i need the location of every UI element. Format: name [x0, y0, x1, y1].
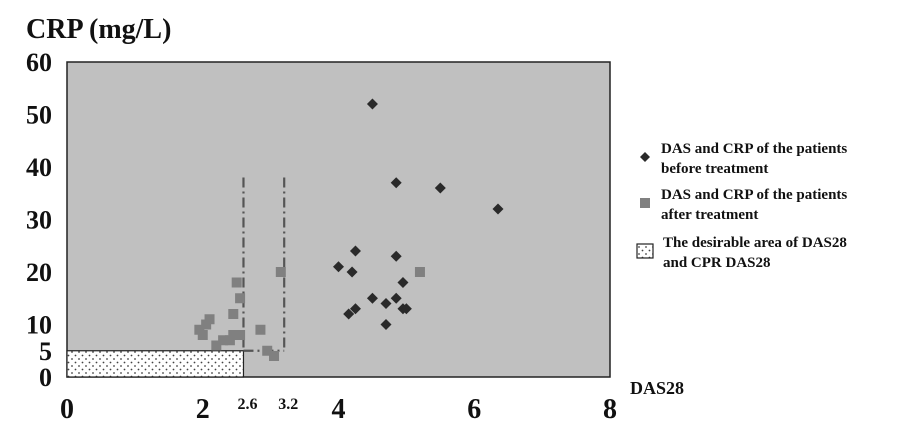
legend-label: and CPR DAS28 [663, 255, 771, 271]
desirable-area [66, 350, 245, 378]
y-tick-label: 0 [39, 363, 52, 392]
point-before-treatment [390, 250, 402, 262]
point-before-treatment [397, 277, 409, 288]
point-after-treatment [235, 330, 246, 340]
point-after-treatment [228, 330, 239, 340]
x-tick-label: 4 [332, 394, 346, 425]
y-tick-label: 50 [26, 101, 52, 130]
y-tick-label: 60 [26, 48, 52, 77]
point-after-treatment [262, 345, 273, 356]
point-after-treatment [255, 324, 266, 335]
x-tick-label: 0 [60, 394, 74, 425]
point-after-treatment [224, 335, 235, 346]
point-after-treatment [211, 340, 222, 351]
legend-diamond-icon [640, 152, 650, 162]
point-after-treatment [231, 277, 242, 288]
point-before-treatment [390, 177, 402, 189]
legend-label: before treatment [661, 161, 768, 177]
point-before-treatment [366, 292, 378, 304]
point-after-treatment [275, 267, 286, 277]
point-before-treatment [343, 308, 355, 320]
point-after-treatment [201, 319, 212, 330]
point-before-treatment [400, 303, 412, 315]
point-before-treatment [366, 98, 378, 110]
point-after-treatment [414, 267, 425, 277]
legend-label: DAS and CRP of the patients [661, 187, 847, 203]
legend-dotted-box-icon [636, 243, 654, 259]
point-after-treatment [218, 335, 229, 346]
x-reference-tick-label: 2.6 [237, 396, 257, 413]
x-axis-title: DAS28 [630, 378, 684, 398]
legend-label: The desirable area of DAS28 [663, 235, 847, 251]
x-tick-label: 8 [603, 394, 617, 425]
x-tick-label: 2 [196, 394, 210, 425]
point-before-treatment [346, 266, 358, 278]
data-points [194, 98, 504, 361]
x-reference-tick-label: 3.2 [278, 396, 298, 413]
legend-label: DAS and CRP of the patients [661, 141, 847, 157]
legend-label: after treatment [661, 207, 758, 223]
y-tick-label: 10 [26, 311, 52, 340]
point-before-treatment [380, 319, 392, 330]
point-before-treatment [390, 292, 402, 304]
point-before-treatment [492, 203, 504, 215]
point-before-treatment [380, 298, 392, 309]
point-after-treatment [228, 309, 239, 319]
plot-layer [66, 61, 611, 378]
point-after-treatment [204, 314, 215, 325]
y-tick-label: 5 [39, 337, 52, 366]
point-before-treatment [349, 245, 361, 257]
legend: DAS and CRP of the patients before treatm… [636, 141, 847, 271]
point-after-treatment [269, 351, 280, 361]
y-tick-label: 20 [26, 258, 52, 287]
legend-square-icon [640, 198, 650, 208]
point-before-treatment [434, 182, 446, 194]
point-before-treatment [333, 261, 344, 273]
y-tick-label: 40 [26, 153, 52, 182]
x-tick-label: 6 [467, 394, 481, 425]
point-before-treatment [349, 303, 361, 315]
point-after-treatment [197, 330, 208, 340]
point-after-treatment [235, 293, 246, 304]
y-tick-label: 30 [26, 206, 52, 235]
plot-area [66, 61, 611, 378]
y-axis-title: CRP (mg/L) [26, 14, 171, 45]
point-after-treatment [194, 324, 205, 335]
